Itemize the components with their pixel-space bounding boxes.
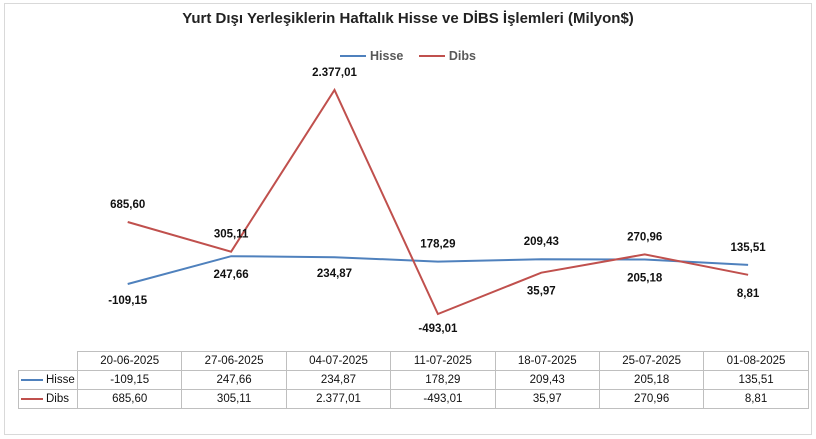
data-table-cell: 305,11 (181, 389, 287, 409)
data-table-cell: 270,96 (598, 389, 705, 409)
data-table-cell: 234,87 (285, 370, 392, 390)
data-table-cat: 04-07-2025 (285, 351, 392, 371)
series-line-dibs (127, 87, 749, 316)
data-table-series-name: Dibs (46, 393, 70, 405)
data-table-cell: 178,29 (390, 370, 496, 390)
data-table-row-hisse: Hisse -109,15 247,66 234,87 178,29 209,4… (18, 370, 809, 390)
data-table-cat: 11-07-2025 (390, 351, 496, 371)
legend-key-hisse (21, 378, 43, 381)
data-label-dibs: 270,96 (627, 231, 662, 243)
legend-item-dibs: Dibs (418, 49, 476, 63)
data-label-dibs: 685,60 (110, 199, 145, 211)
data-table-cat: 20-06-2025 (76, 351, 183, 371)
legend: Hisse Dibs (0, 46, 816, 63)
data-label-hisse: 135,51 (731, 242, 767, 254)
data-label-hisse: -109,15 (108, 295, 148, 307)
data-table-header-row: 20-06-2025 27-06-2025 04-07-2025 11-07-2… (18, 351, 809, 371)
data-table-rowhead-hisse: Hisse (18, 370, 78, 390)
data-label-hisse: 178,29 (420, 239, 455, 251)
data-table-cell: 8,81 (703, 389, 809, 409)
data-table-cat: 18-07-2025 (494, 351, 600, 371)
legend-swatch-hisse (340, 55, 367, 57)
data-table-cell: 209,43 (494, 370, 600, 390)
data-table-cat: 01-08-2025 (703, 351, 809, 371)
data-table-cell: 205,18 (598, 370, 705, 390)
series-line-hisse (127, 255, 749, 285)
data-table-corner (18, 351, 78, 371)
data-table-cell: 685,60 (76, 389, 183, 409)
data-label-hisse: 234,87 (317, 268, 352, 280)
data-table-rowhead-dibs: Dibs (18, 389, 78, 409)
data-table-series-name: Hisse (46, 374, 75, 386)
data-table-cell: -493,01 (390, 389, 496, 409)
legend-label-hisse: Hisse (370, 49, 404, 63)
legend-label-dibs: Dibs (448, 49, 476, 63)
line-plot: -109,15 247,66 234,87 178,29 209,43 205,18 135… (108, 67, 767, 335)
legend-key-dibs (21, 397, 43, 400)
data-table-cat: 25-07-2025 (598, 351, 705, 371)
data-table-cell: 247,66 (181, 370, 287, 390)
data-table-cat: 27-06-2025 (181, 351, 287, 371)
data-table-cell: 35,97 (494, 389, 600, 409)
data-label-hisse: 205,18 (627, 273, 663, 285)
data-label-dibs: 305,11 (214, 229, 249, 241)
data-table-row-dibs: Dibs 685,60 305,11 2.377,01 -493,01 35,9… (18, 389, 809, 409)
data-table-cell: -109,15 (76, 370, 183, 390)
data-label-dibs: 8,81 (737, 288, 760, 300)
data-label-dibs: -493,01 (418, 323, 458, 335)
legend-swatch-dibs (418, 55, 445, 57)
legend-item-hisse: Hisse (340, 49, 403, 63)
data-table: 20-06-2025 27-06-2025 04-07-2025 11-07-2… (18, 351, 809, 409)
data-label-dibs: 35,97 (527, 286, 556, 298)
data-label-hisse: 247,66 (214, 269, 249, 281)
data-label-dibs: 2.377,01 (312, 67, 357, 79)
data-table-cell: 2.377,01 (285, 389, 392, 409)
data-label-hisse: 209,43 (524, 236, 559, 248)
chart-title: Yurt Dışı Yerleşiklerin Haftalık Hisse v… (182, 10, 634, 27)
data-table-cell: 135,51 (703, 370, 809, 390)
